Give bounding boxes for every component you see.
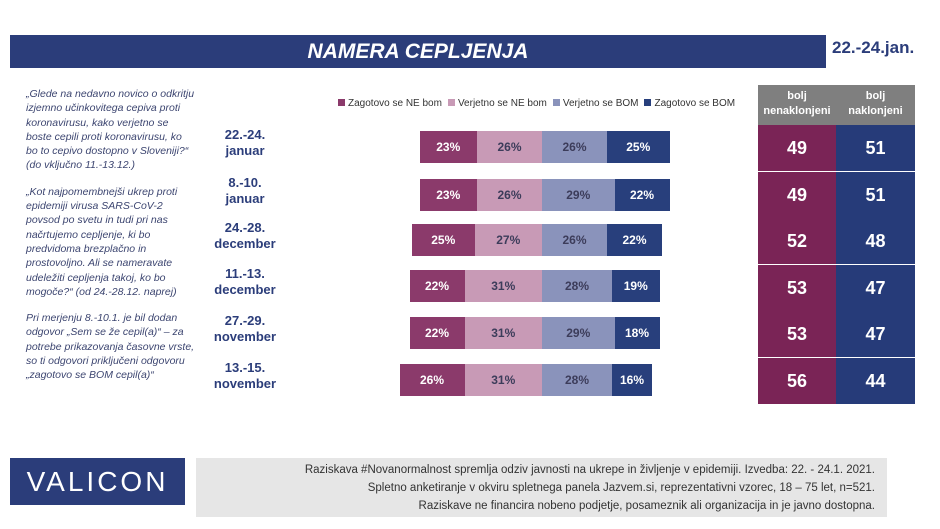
page-title: NAMERA CEPLJENJA <box>10 35 826 68</box>
footer-line: Spletno anketiranje v okviru spletnega p… <box>367 482 875 494</box>
question-2: „Kot najpomembnejši ukrep proti epidemij… <box>26 185 178 298</box>
legend-swatch <box>644 99 652 106</box>
bar-segment: 26% <box>542 131 607 163</box>
bar-segment: 19% <box>612 270 660 302</box>
summary-cell-nenaklonjeni: 56 <box>758 357 836 404</box>
summary-header-line: bolj <box>865 90 886 102</box>
legend-swatch <box>552 99 560 106</box>
bar-segment: 26% <box>477 179 542 211</box>
row-label: 8.-10. januar <box>195 175 295 207</box>
legend-label: Zagotovo se NE bom <box>348 98 442 109</box>
summary-cell-naklonjeni: 51 <box>836 125 915 171</box>
legend-label: Zagotovo se BOM <box>654 98 736 109</box>
row-label-line: 13.-15. <box>224 360 266 375</box>
bar-segment: 31% <box>464 317 542 349</box>
row-label-line: december <box>214 282 276 297</box>
bar-segment: 22% <box>409 270 465 302</box>
question-text: „Glede na nedavno novico o odkritju izje… <box>26 87 196 395</box>
summary-cell-nenaklonjeni: 53 <box>758 264 836 311</box>
summary-header: bolj nenaklonjeni <box>758 85 836 125</box>
row-label: 13.-15. november <box>195 360 295 392</box>
summary-header-line: nenaklonjeni <box>763 105 831 117</box>
legend-label: Verjetno se NE bom <box>457 98 547 109</box>
summary-header-line: bolj <box>787 90 807 102</box>
bar-segment: 16% <box>612 364 652 396</box>
summary-cell-nenaklonjeni: 49 <box>758 125 836 171</box>
bar-segment: 28% <box>542 270 612 302</box>
bar-segment: 29% <box>542 179 615 211</box>
summary-cell-nenaklonjeni: 49 <box>758 171 836 218</box>
date-label: 22.-24.jan. <box>832 38 915 57</box>
row-label: 24.-28. december <box>195 220 295 252</box>
row-label-line: november <box>213 329 277 344</box>
row-label-line: 24.-28. <box>224 220 266 235</box>
bar-segment: 26% <box>542 224 607 256</box>
legend-item: Zagotovo se BOM <box>644 98 735 109</box>
summary-header: bolj naklonjeni <box>836 85 915 125</box>
bar-segment: 25% <box>607 131 670 163</box>
bar-segment: 22% <box>607 224 662 256</box>
bar-segment: 18% <box>614 317 660 349</box>
row-label-line: november <box>213 376 277 391</box>
bar-segment: 28% <box>542 364 612 396</box>
legend: Zagotovo se NE bom Verjetno se NE bom Verj… <box>338 98 741 109</box>
summary-cell-naklonjeni: 47 <box>836 264 915 311</box>
row-label-line: 22.-24. <box>224 127 266 142</box>
legend-item: Verjetno se NE bom <box>447 98 547 109</box>
row-label-line: 8.-10. <box>228 175 262 190</box>
bar-segment: 22% <box>409 317 465 349</box>
bar-segment: 29% <box>542 317 615 349</box>
bar-segment: 22% <box>614 179 670 211</box>
summary-header-line: naklonjeni <box>848 105 903 117</box>
bar-segment: 31% <box>464 270 542 302</box>
row-label: 27.-29. november <box>195 313 295 345</box>
bar-segment: 26% <box>477 131 542 163</box>
bar-segment: 31% <box>464 364 542 396</box>
footer-note: Raziskava #Novanormalnost spremlja odziv… <box>196 458 887 517</box>
row-label: 22.-24. januar <box>195 127 295 159</box>
question-1: „Glede na nedavno novico o odkritju izje… <box>26 88 195 172</box>
legend-item: Zagotovo se NE bom <box>338 98 442 109</box>
legend-item: Verjetno se BOM <box>552 98 639 109</box>
row-label-line: januar <box>225 191 265 206</box>
legend-swatch <box>338 99 345 106</box>
bar-segment: 27% <box>474 224 542 256</box>
summary-cell-nenaklonjeni: 52 <box>758 218 836 264</box>
row-label-line: december <box>214 236 276 251</box>
bar-segment: 23% <box>419 179 477 211</box>
row-label-line: 11.-13. <box>225 266 265 281</box>
row-label-line: 27.-29. <box>224 313 266 328</box>
summary-cell-nenaklonjeni: 53 <box>758 311 836 357</box>
summary-cell-naklonjeni: 51 <box>836 171 915 218</box>
summary-cell-naklonjeni: 47 <box>836 311 915 357</box>
valicon-logo: VALICON <box>10 458 185 505</box>
row-label-line: januar <box>225 143 265 158</box>
legend-label: Verjetno se BOM <box>562 98 639 109</box>
legend-swatch <box>447 99 455 106</box>
summary-cell-naklonjeni: 44 <box>836 357 915 404</box>
footer-line: Raziskava #Novanormalnost spremlja odziv… <box>304 464 875 476</box>
bar-segment: 26% <box>399 364 465 396</box>
bar-segment: 23% <box>419 131 477 163</box>
bar-segment: 25% <box>412 224 475 256</box>
question-note: Pri merjenju 8.-10.1. je bil dodan odgov… <box>26 312 195 382</box>
row-label: 11.-13. december <box>195 266 295 298</box>
footer-line: Raziskave ne financira nobeno podjetje, … <box>418 500 875 512</box>
summary-cell-naklonjeni: 48 <box>836 218 915 264</box>
